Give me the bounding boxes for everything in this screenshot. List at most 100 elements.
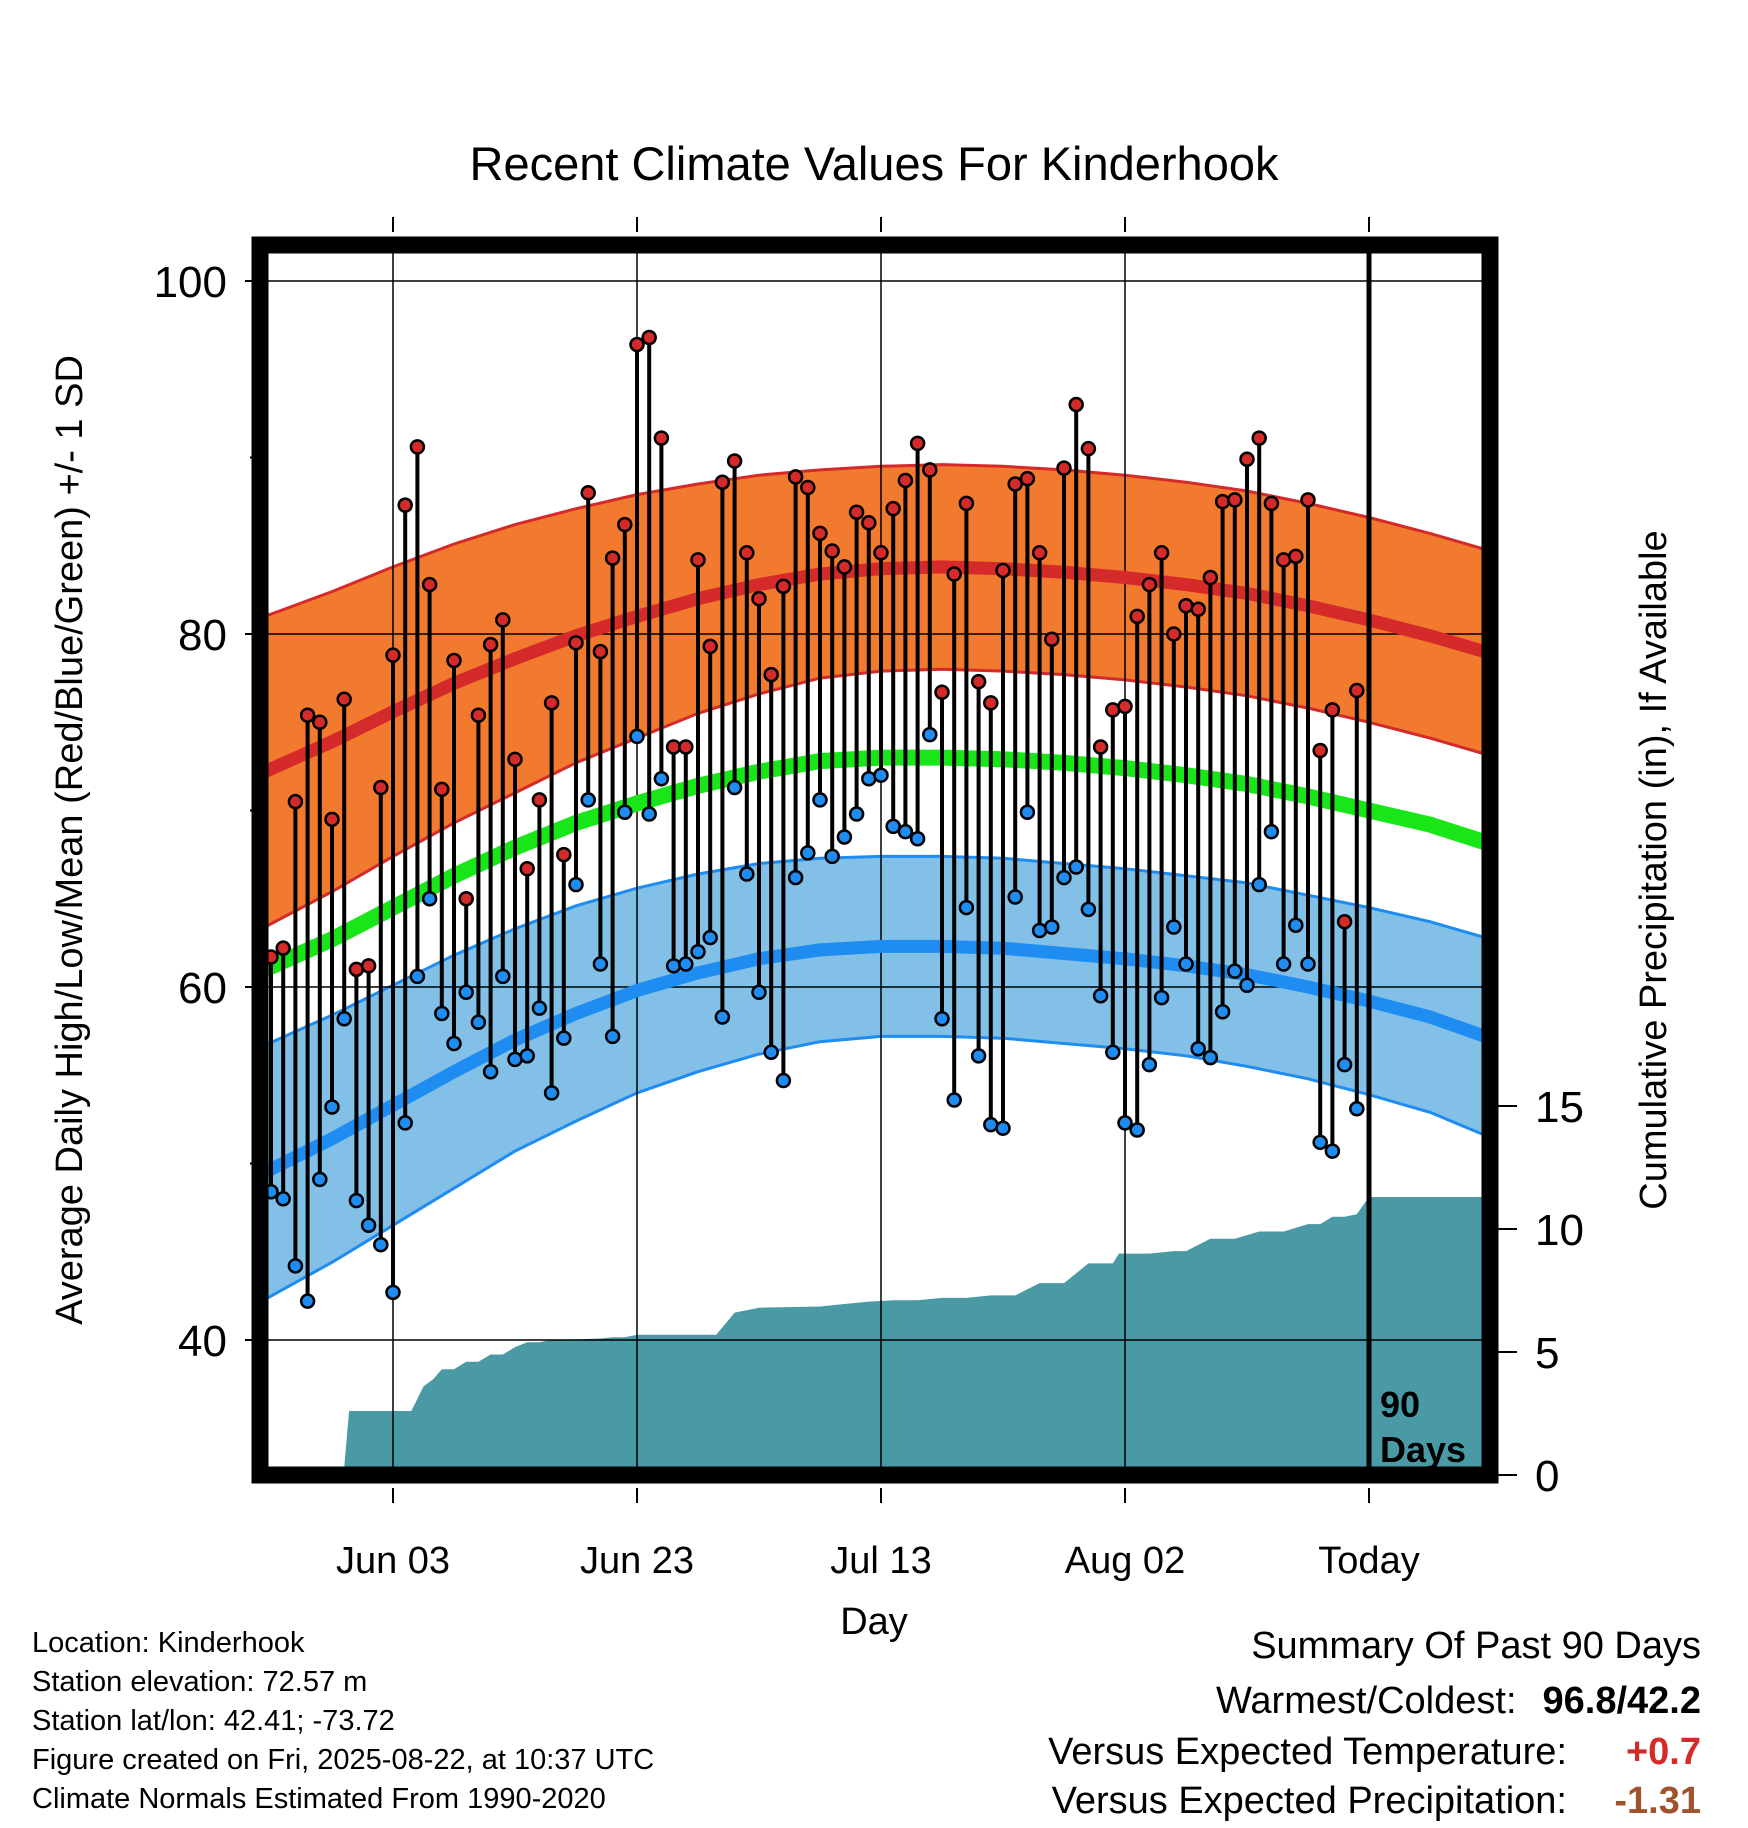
precipitation-fill (264, 1197, 1485, 1475)
observed-low-point (1141, 1056, 1158, 1073)
observed-low-point (812, 792, 828, 808)
observed-low-point (1251, 876, 1267, 893)
precip-anomaly-value: -1.31 (1614, 1780, 1701, 1822)
y2-tick-label: 15 (1535, 1083, 1584, 1132)
observed-high-point (995, 562, 1011, 579)
observed-high-point (1300, 492, 1316, 508)
observed-low-point (763, 1044, 779, 1061)
observed-low-point (995, 1120, 1011, 1136)
observed-low-point (397, 1115, 413, 1131)
observed-low-point (373, 1236, 389, 1253)
observed-low-point (775, 1072, 792, 1089)
observed-high-point (909, 435, 926, 452)
observed-low-point (1044, 919, 1060, 935)
observed-high-point (287, 793, 304, 810)
observed-high-point (397, 497, 413, 513)
observed-low-point (909, 830, 926, 847)
observed-high-point (653, 430, 670, 446)
observed-low-point (726, 779, 743, 796)
meta-elevation: Station elevation: 72.57 m (32, 1666, 368, 1698)
observed-high-point (385, 647, 401, 663)
observed-low-point (531, 1000, 548, 1016)
observed-low-point (1336, 1056, 1353, 1073)
observed-high-point (690, 552, 706, 568)
observed-low-point (385, 1284, 401, 1301)
observed-high-point (873, 545, 889, 561)
observed-high-point (1312, 742, 1328, 759)
y2-tick-label: 0 (1535, 1452, 1559, 1501)
axes: 40 60 80 100 0 5 10 15 Jun 03 Jun 23 Jul 13 Aug 02 T… (154, 217, 1584, 1582)
observed-low-point (458, 984, 474, 1001)
observed-high-point (507, 751, 523, 768)
observed-high-point (702, 638, 718, 655)
observed-low-point (1153, 989, 1170, 1006)
observed-low-point (1300, 956, 1316, 972)
x-axis-label: Day (840, 1601, 908, 1643)
observed-low-point (1190, 1041, 1206, 1057)
observed-low-point (665, 958, 682, 974)
today-marker-label-1: 90 (1380, 1384, 1420, 1425)
observed-high-point (970, 673, 987, 690)
observed-low-point (336, 1011, 352, 1027)
observed-low-point (1117, 1115, 1133, 1131)
y-axis-label: Average Daily High/Low/Mean (Red/Blue/Gr… (49, 355, 91, 1325)
observed-high-point (1288, 548, 1304, 565)
observed-high-point (495, 612, 511, 628)
y-tick-label: 100 (154, 258, 227, 307)
observed-high-point (275, 940, 291, 956)
x-tick-label: Jun 03 (336, 1540, 450, 1582)
observed-high-point (1007, 476, 1023, 492)
observed-high-point (1263, 495, 1280, 512)
observed-high-point (1044, 631, 1060, 648)
observed-high-point (983, 695, 999, 711)
observed-high-point (1349, 682, 1365, 699)
observed-low-point (836, 829, 853, 845)
observed-low-point (446, 1035, 462, 1052)
observed-low-point (885, 818, 901, 835)
observed-low-point (800, 845, 816, 861)
observed-high-point (1227, 492, 1243, 508)
summary-title: Summary Of Past 90 Days (1251, 1625, 1701, 1667)
plot-frame (251, 236, 1499, 1484)
x-tick-label: Aug 02 (1065, 1540, 1185, 1582)
observed-high-point (360, 958, 377, 974)
meta-location: Location: Kinderhook (32, 1627, 305, 1659)
meta-normals: Climate Normals Estimated From 1990-2020 (32, 1783, 606, 1815)
observed-low-point (714, 1009, 731, 1025)
observed-high-point (1202, 569, 1219, 586)
observed-high-point (1117, 698, 1133, 715)
observed-high-point (861, 515, 877, 531)
observed-high-point (775, 578, 792, 595)
observed-high-point (1214, 493, 1231, 510)
observed-low-point (519, 1048, 535, 1064)
observed-low-point (970, 1048, 987, 1064)
plot-border (251, 236, 1499, 1484)
observed-high-point (470, 707, 487, 723)
observed-low-point (1019, 804, 1036, 821)
observed-high-point (482, 636, 499, 653)
precip-anomaly-label: Versus Expected Precipitation: (1051, 1780, 1567, 1822)
observed-low-point (824, 848, 840, 865)
summary-warmest-coldest: Warmest/Coldest: 96.8/42.2 (1216, 1680, 1701, 1723)
observed-high-point (897, 472, 914, 489)
observed-high-point (678, 739, 694, 755)
observed-high-point (299, 707, 316, 723)
observed-high-point (800, 479, 816, 496)
observed-low-point (946, 1092, 962, 1108)
observed-high-point (946, 566, 962, 582)
observed-high-point (1153, 545, 1170, 561)
observed-high-point (1031, 545, 1048, 561)
precipitation-area (264, 1197, 1485, 1475)
summary-precipitation: Versus Expected Precipitation: -1.31 (1052, 1780, 1701, 1823)
observed-high-point (409, 439, 426, 455)
observed-high-point (1068, 396, 1084, 413)
observed-low-point (604, 1028, 621, 1045)
observed-low-point (617, 804, 633, 821)
observed-high-point (568, 635, 584, 651)
observed-high-point (1129, 608, 1145, 625)
observed-low-point (287, 1258, 304, 1274)
observed-low-point (1080, 901, 1097, 918)
observed-low-point (543, 1085, 560, 1101)
observed-low-point (275, 1191, 291, 1207)
observed-high-point (531, 792, 548, 808)
